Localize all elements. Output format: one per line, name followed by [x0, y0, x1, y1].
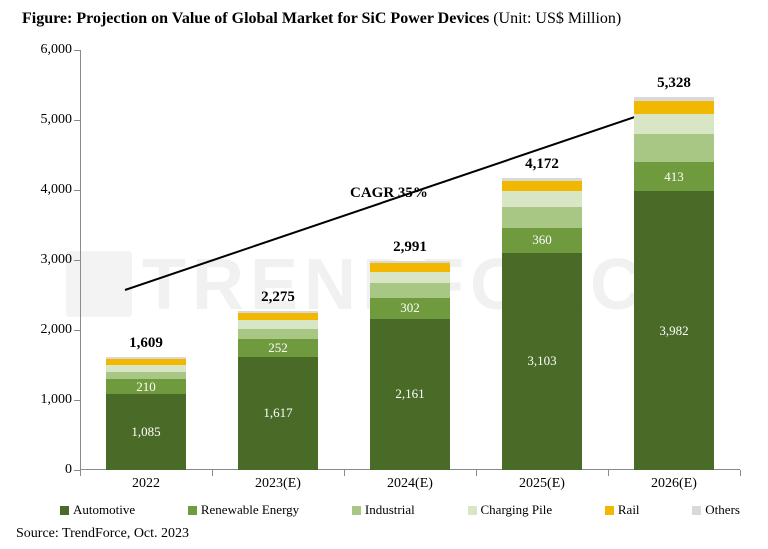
x-axis-label: 2024(E) — [387, 476, 433, 492]
y-tick — [74, 400, 80, 401]
bar-segment — [634, 191, 714, 470]
legend-item: Rail — [605, 502, 640, 518]
chart-figure: Figure: Projection on Value of Global Ma… — [0, 0, 768, 549]
y-axis-label: 3,000 — [20, 252, 72, 268]
legend-swatch-icon — [468, 506, 477, 515]
y-axis-label: 1,000 — [20, 392, 72, 408]
bar-segment — [106, 359, 186, 365]
legend-swatch-icon — [60, 506, 69, 515]
bar-segment — [238, 311, 318, 313]
y-axis-label: 6,000 — [20, 42, 72, 58]
figure-title: Figure: Projection on Value of Global Ma… — [22, 10, 621, 28]
x-tick — [608, 470, 609, 476]
legend-item: Industrial — [352, 502, 415, 518]
bar-segment — [370, 272, 450, 283]
legend-item: Renewable Energy — [188, 502, 299, 518]
y-tick — [74, 190, 80, 191]
x-axis-label: 2025(E) — [519, 476, 565, 492]
bar-segment — [502, 178, 582, 181]
bar-segment — [106, 357, 186, 359]
legend: Automotive Renewable Energy Industrial Char… — [60, 502, 740, 518]
bar-segment — [634, 162, 714, 191]
bar-total-label: 4,172 — [492, 156, 592, 173]
y-axis-label: 4,000 — [20, 182, 72, 198]
bar-segment — [106, 365, 186, 372]
y-axis-label: 2,000 — [20, 322, 72, 338]
y-axis-label: 0 — [20, 462, 72, 478]
bar-segment — [370, 261, 450, 264]
bar-segment — [370, 283, 450, 298]
x-tick — [740, 470, 741, 476]
bar-segment — [502, 207, 582, 228]
bar-segment — [106, 379, 186, 394]
bar-segment — [502, 253, 582, 470]
x-tick — [80, 470, 81, 476]
y-tick — [74, 260, 80, 261]
title-unit: (Unit: US$ Million) — [489, 10, 621, 27]
y-tick — [74, 330, 80, 331]
legend-swatch-icon — [605, 506, 614, 515]
bar-segment — [106, 394, 186, 470]
bar-segment — [502, 181, 582, 191]
bar-segment — [238, 357, 318, 470]
bar-segment — [634, 134, 714, 162]
title-prefix: Figure: — [22, 10, 76, 27]
y-tick — [74, 120, 80, 121]
bar-segment — [502, 228, 582, 253]
legend-swatch-icon — [188, 506, 197, 515]
bar-segment — [370, 319, 450, 470]
x-axis-label: 2026(E) — [651, 476, 697, 492]
y-tick — [74, 50, 80, 51]
bar-segment — [502, 191, 582, 206]
bar-segment — [370, 298, 450, 319]
bar-segment — [370, 263, 450, 271]
bar-segment — [238, 339, 318, 357]
bar-total-label: 2,991 — [360, 239, 460, 256]
legend-label: Industrial — [365, 502, 415, 518]
cagr-annotation: CAGR 35% — [350, 185, 428, 202]
bar-segment — [238, 313, 318, 320]
x-tick — [344, 470, 345, 476]
legend-item: Others — [692, 502, 740, 518]
bar-total-label: 5,328 — [624, 75, 724, 92]
bar-segment — [634, 101, 714, 114]
bar-segment — [238, 320, 318, 328]
legend-label: Automotive — [73, 502, 135, 518]
legend-item: Charging Pile — [468, 502, 553, 518]
bar-segment — [106, 372, 186, 380]
bar-total-label: 1,609 — [96, 335, 196, 352]
bar-segment — [238, 329, 318, 340]
source-text: Source: TrendForce, Oct. 2023 — [16, 526, 189, 542]
legend-label: Charging Pile — [481, 502, 553, 518]
legend-swatch-icon — [352, 506, 361, 515]
y-axis — [80, 50, 81, 470]
plot-area: CAGR 35% 01,0002,0003,0004,0005,0006,000… — [80, 50, 740, 470]
legend-label: Rail — [618, 502, 640, 518]
legend-swatch-icon — [692, 506, 701, 515]
x-tick — [476, 470, 477, 476]
x-axis-label: 2022 — [132, 476, 160, 492]
legend-label: Renewable Energy — [201, 502, 299, 518]
x-axis-label: 2023(E) — [255, 476, 301, 492]
title-main: Projection on Value of Global Market for… — [76, 10, 489, 27]
bar-segment — [634, 114, 714, 134]
x-tick — [212, 470, 213, 476]
bar-segment — [634, 97, 714, 101]
legend-item: Automotive — [60, 502, 135, 518]
bar-total-label: 2,275 — [228, 289, 328, 306]
legend-label: Others — [705, 502, 740, 518]
y-axis-label: 5,000 — [20, 112, 72, 128]
